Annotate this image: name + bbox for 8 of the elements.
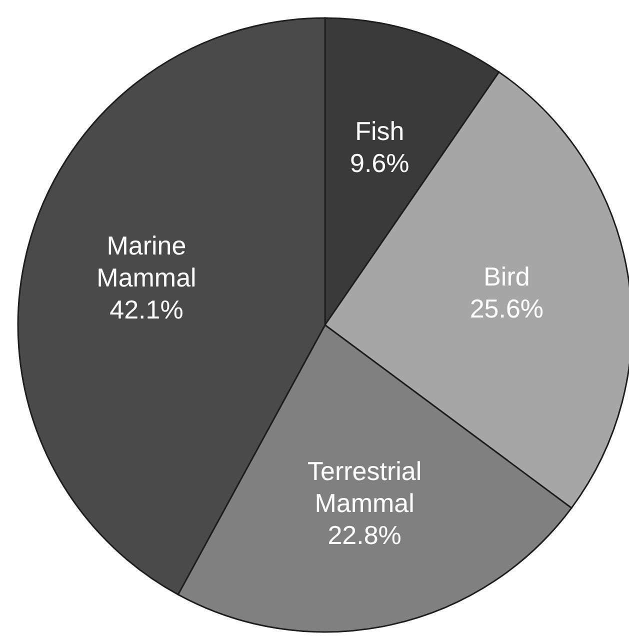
data-label: 22.8% <box>328 520 402 550</box>
slice-label: Marine Mammal <box>96 230 196 292</box>
data-label: 25.6% <box>470 294 544 324</box>
slice-label: Bird <box>484 262 530 292</box>
data-label: 42.1% <box>110 294 184 324</box>
slice-label: Fish <box>355 116 404 146</box>
slice-label: Terrestrial Mammal <box>308 456 422 518</box>
data-label: 9.6% <box>350 148 410 178</box>
